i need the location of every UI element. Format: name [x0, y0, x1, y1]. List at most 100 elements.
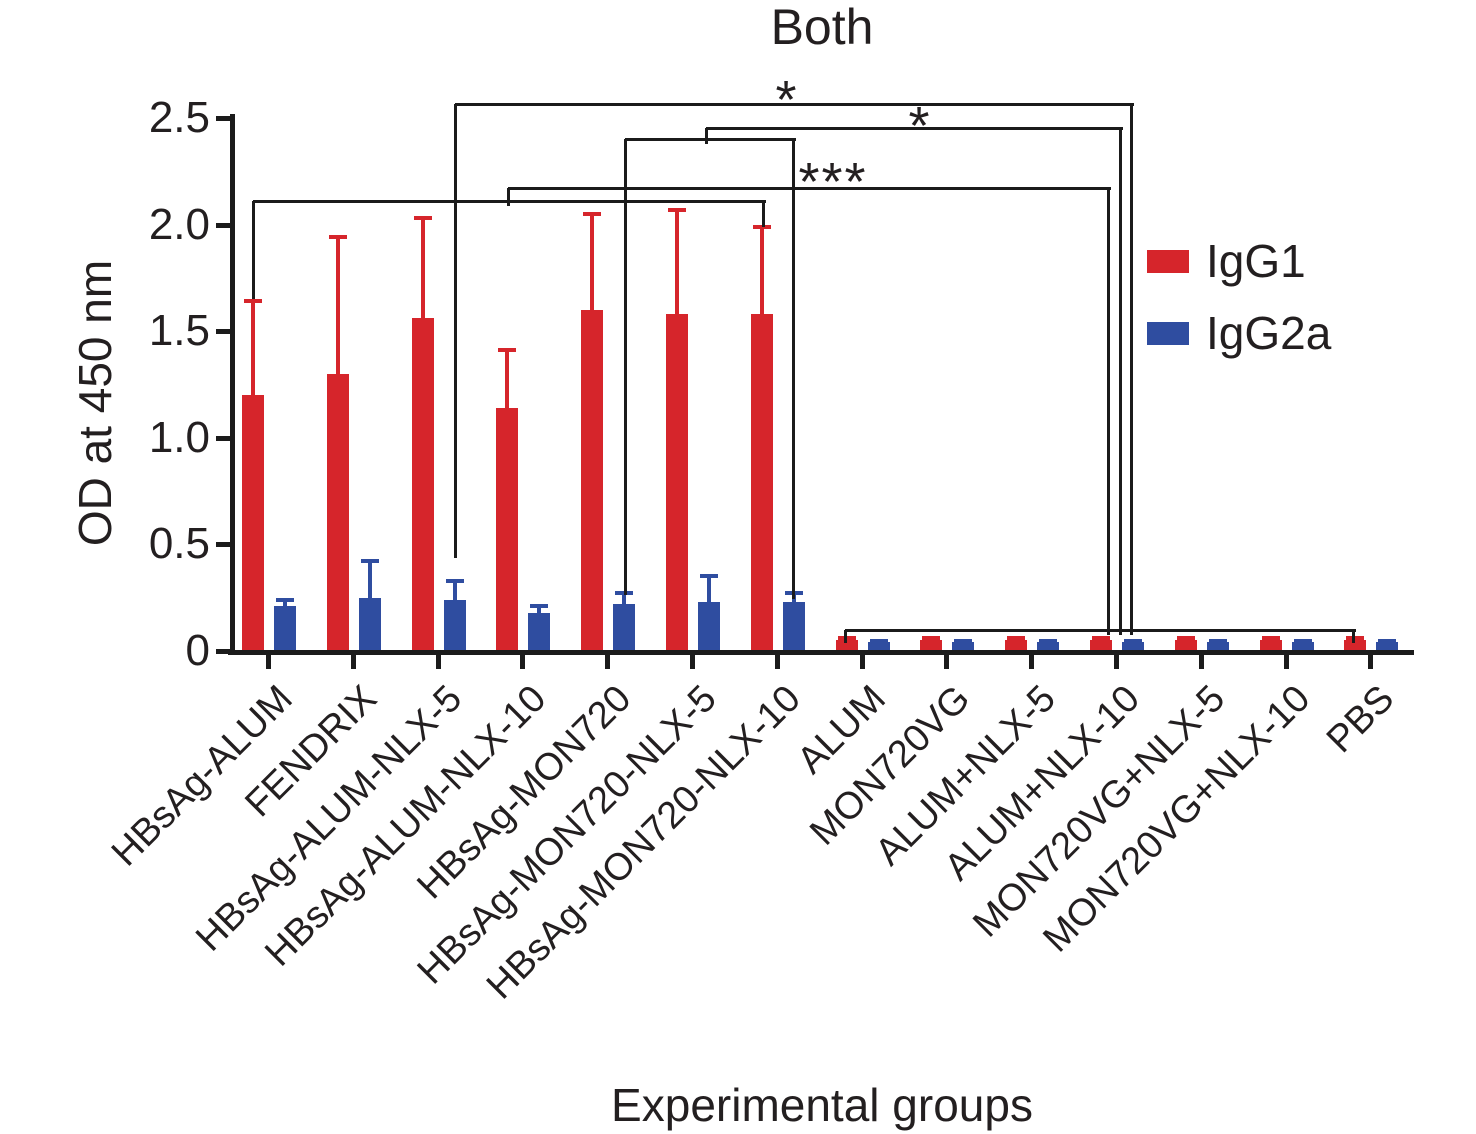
significance-bracket-line — [508, 187, 1111, 190]
error-cap-IgG1 — [244, 299, 262, 304]
error-cap-IgG1 — [328, 235, 347, 240]
x-category-label: PBS — [1319, 677, 1403, 762]
error-bar-IgG1 — [929, 638, 934, 643]
error-cap-IgG2a — [360, 559, 379, 564]
significance-star: *** — [798, 152, 868, 212]
error-cap-IgG2a — [869, 639, 888, 644]
legend: IgG1 IgG2a — [1147, 237, 1331, 381]
error-bar-IgG1 — [420, 218, 425, 321]
bar-IgG2a-HBsAg-ALUM-NLX-5 — [443, 599, 466, 653]
x-tick-mark — [944, 655, 950, 669]
bar-IgG2a-HBsAg-ALUM-NLX-10 — [528, 612, 551, 653]
error-bar-IgG1 — [1183, 638, 1188, 643]
bar-IgG1-HBsAg-MON720-NLX-10 — [750, 314, 773, 653]
error-cap-IgG2a — [1378, 639, 1397, 644]
y-tick-label: 1.0 — [148, 412, 210, 462]
error-cap-IgG1 — [413, 216, 432, 221]
error-cap-IgG1 — [1092, 636, 1110, 641]
error-bar-IgG1 — [590, 213, 595, 312]
significance-star: * — [775, 70, 799, 130]
y-tick-label: 1.5 — [148, 306, 210, 356]
legend-label-igg1: IgG1 — [1206, 235, 1306, 287]
error-bar-IgG1 — [759, 226, 764, 317]
error-cap-IgG1 — [922, 636, 941, 641]
significance-bracket-line — [624, 139, 627, 595]
bar-IgG2a-ALUM — [867, 642, 890, 653]
error-bar-IgG2a — [537, 606, 542, 615]
error-bar-IgG1 — [1353, 638, 1358, 643]
significance-bracket-line — [1107, 188, 1110, 635]
error-cap-IgG2a — [1293, 639, 1312, 644]
y-tick-label: 0.5 — [148, 519, 210, 569]
error-bar-IgG1 — [1268, 638, 1273, 643]
error-bar-IgG1 — [1099, 638, 1103, 643]
legend-item-igg2a: IgG2a — [1147, 309, 1331, 357]
significance-bracket-line — [1119, 128, 1122, 635]
x-axis-line — [228, 650, 1414, 655]
error-bar-IgG1 — [505, 350, 510, 410]
bar-IgG1-HBsAg-MON720 — [581, 309, 604, 653]
bar-IgG1-ALUM+NLX-10 — [1090, 640, 1112, 653]
significance-bracket-line — [762, 201, 765, 227]
significance-bracket-line — [792, 139, 795, 599]
bar-IgG1-MON720VG+NLX-10 — [1259, 640, 1282, 653]
error-cap-IgG2a — [1039, 639, 1058, 644]
significance-bracket-line — [455, 103, 1134, 106]
x-tick-mark — [520, 655, 526, 669]
bar-IgG1-HBsAg-ALUM-NLX-10 — [496, 407, 519, 653]
bar-IgG1-HBsAg-MON720-NLX-5 — [666, 314, 688, 653]
x-tick-mark — [350, 655, 356, 669]
error-cap-IgG1 — [583, 211, 602, 216]
y-tick-label: 2.5 — [148, 93, 210, 142]
error-bar-IgG2a — [367, 561, 372, 600]
y-tick-label: 2.0 — [148, 199, 210, 249]
error-bar-IgG2a — [707, 576, 711, 604]
significance-bracket-line — [454, 104, 457, 558]
error-cap-IgG1 — [1176, 636, 1195, 641]
significance-bracket-line — [252, 201, 255, 299]
bar-IgG2a-MON720VG — [952, 642, 975, 653]
error-bar-IgG1 — [675, 209, 679, 317]
error-bar-IgG2a — [283, 599, 287, 609]
x-tick-mark — [1283, 655, 1289, 669]
legend-item-igg1: IgG1 — [1147, 237, 1331, 285]
bar-IgG2a-HBsAg-MON720-NLX-5 — [698, 601, 720, 653]
error-cap-IgG2a — [445, 578, 464, 583]
error-cap-IgG2a — [276, 597, 294, 602]
x-tick-mark — [774, 655, 780, 669]
error-bar-IgG2a — [452, 580, 457, 602]
bar-IgG1-PBS — [1344, 640, 1367, 653]
x-axis-title: Experimental groups — [611, 1079, 1033, 1131]
y-tick-label: 0 — [185, 626, 210, 675]
significance-bracket-line — [1352, 630, 1355, 643]
error-bar-IgG1 — [1014, 638, 1019, 643]
y-tick-mark — [216, 649, 230, 654]
x-tick-mark — [859, 655, 865, 669]
significance-star: * — [908, 96, 932, 156]
x-tick-mark — [266, 655, 271, 669]
error-bar-IgG2a — [622, 593, 627, 607]
error-cap-IgG1 — [752, 224, 771, 229]
significance-bracket-line — [845, 629, 1356, 632]
significance-bracket-line — [706, 127, 1123, 130]
x-tick-mark — [1029, 655, 1035, 669]
error-cap-IgG2a — [954, 639, 973, 644]
chart-title: Both — [770, 0, 874, 55]
error-cap-IgG2a — [1208, 639, 1227, 644]
bar-IgG2a-FENDRIX — [358, 597, 381, 653]
significance-bracket-line — [625, 138, 796, 141]
bar-IgG1-MON720VG+NLX-5 — [1174, 640, 1197, 653]
bar-IgG2a-ALUM+NLX-10 — [1122, 642, 1144, 653]
bar-IgG2a-PBS — [1376, 642, 1399, 653]
error-cap-IgG2a — [1124, 639, 1142, 644]
igg2a-color-swatch — [1147, 321, 1189, 345]
significance-bracket-line — [844, 630, 847, 643]
error-cap-IgG2a — [530, 604, 549, 609]
y-tick-mark — [216, 329, 230, 335]
x-tick-mark — [435, 655, 441, 669]
x-tick-mark — [1114, 655, 1119, 669]
significance-bracket-line — [1130, 104, 1133, 635]
bar-IgG2a-ALUM+NLX-5 — [1037, 642, 1060, 653]
y-tick-mark — [216, 116, 230, 121]
